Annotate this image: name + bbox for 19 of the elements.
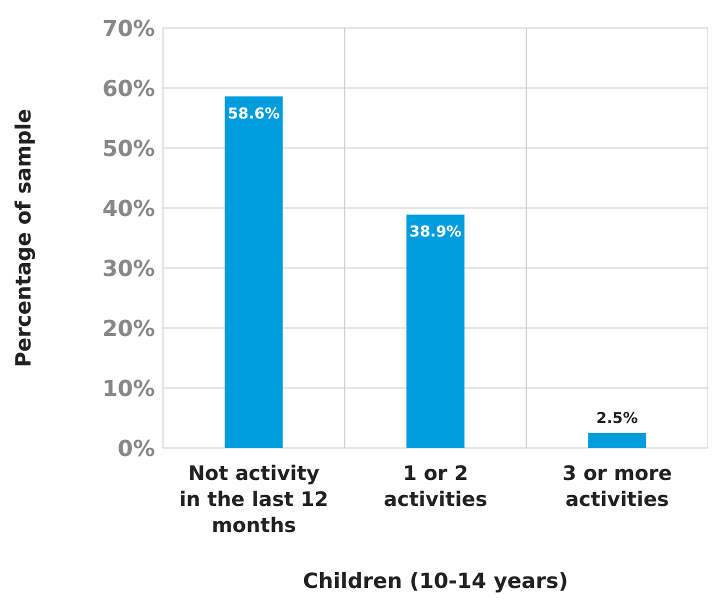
y-tick-label: 40%: [102, 196, 155, 222]
bar: [588, 433, 646, 448]
y-tick-label: 20%: [102, 316, 155, 342]
x-tick-label: Not activity in the last 12 months: [179, 461, 328, 537]
x-tick-label: 1 or 2 activities: [384, 461, 488, 511]
x-tick-label: 3 or more activities: [562, 461, 672, 511]
y-tick-label: 30%: [102, 256, 155, 282]
y-tick-label: 10%: [102, 376, 155, 402]
y-axis-title: Percentage of sample: [11, 108, 36, 368]
x-axis-title: Children (10-14 years): [302, 569, 568, 593]
y-tick-label: 50%: [102, 136, 155, 162]
y-tick-label: 70%: [102, 16, 155, 42]
bar: [406, 214, 464, 448]
data-label: 58.6%: [228, 104, 280, 122]
bar: [224, 96, 283, 448]
data-label: 2.5%: [596, 409, 638, 427]
data-label: 38.9%: [409, 222, 462, 241]
y-tick-label: 60%: [102, 76, 155, 102]
y-tick-label: 0%: [118, 436, 155, 462]
